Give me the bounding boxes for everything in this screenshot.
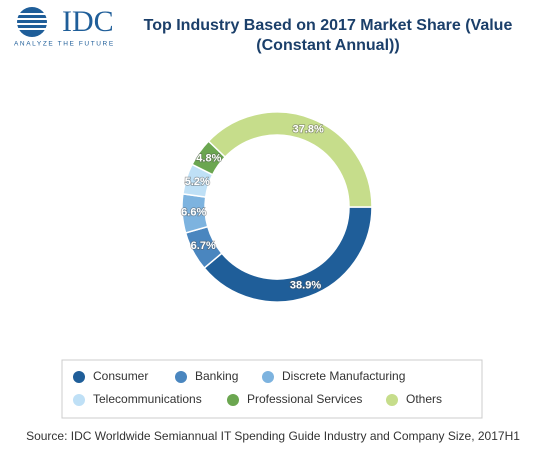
legend-marker <box>227 394 239 406</box>
donut-slice <box>207 111 373 208</box>
data-label: 6.6% <box>181 207 206 219</box>
legend-label: Professional Services <box>247 392 362 406</box>
legend-label: Banking <box>195 369 238 383</box>
chart-title: Top Industry Based on 2017 Market Share … <box>143 17 513 54</box>
logo-tagline: ANALYZE THE FUTURE <box>14 41 115 48</box>
logo-name: IDC <box>62 5 114 38</box>
donut-slice <box>203 206 373 303</box>
legend-label: Discrete Manufacturing <box>282 369 405 383</box>
logo-globe <box>17 7 47 37</box>
data-label: 38.9% <box>290 279 321 291</box>
data-label: 37.8% <box>293 123 324 135</box>
source: Source: IDC Worldwide Semiannual IT Spen… <box>26 429 520 443</box>
legend-marker <box>262 371 274 383</box>
legend-label: Consumer <box>93 369 148 383</box>
data-label: 5.2% <box>185 176 210 188</box>
legend-box <box>61 359 483 419</box>
legend-label: Others <box>406 392 442 406</box>
data-label: 6.7% <box>191 240 216 252</box>
legend-label: Telecommunications <box>93 392 202 406</box>
data-label: 4.8% <box>196 153 221 165</box>
legend-marker <box>73 371 85 383</box>
legend-marker <box>73 394 85 406</box>
legend-marker <box>175 371 187 383</box>
legend-marker <box>386 394 398 406</box>
